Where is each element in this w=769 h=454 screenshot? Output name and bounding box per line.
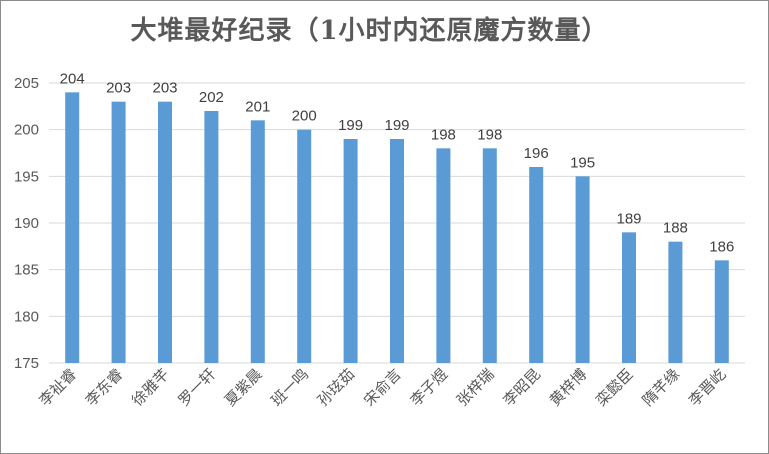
x-tick-label: 罗一轩 [175,365,220,410]
x-tick-label: 隋芊缘 [639,365,684,410]
bar [622,232,636,363]
y-tick-label: 205 [14,75,39,92]
x-tick-label: 徐雅芊 [128,365,173,410]
x-tick-label: 李东睿 [82,365,127,410]
data-label: 198 [431,126,456,143]
x-tick-label: 宋俞言 [360,365,405,410]
data-label: 198 [477,126,502,143]
x-tick-label: 孙玹茹 [314,365,359,410]
bar [297,129,312,363]
bar [714,260,729,363]
bar [111,101,126,364]
y-tick-label: 200 [14,122,39,139]
bar [529,167,544,363]
data-label: 196 [524,145,549,162]
bar [436,148,451,363]
y-tick-label: 175 [14,355,39,372]
bar [390,139,404,363]
y-tick-label: 180 [14,308,39,325]
bar [482,148,497,363]
bar [204,111,219,363]
chart-title: 大堆最好纪录（1小时内还原魔方数量） [130,16,609,46]
data-label: 199 [338,117,363,134]
bar [250,120,265,363]
x-tick-label: 张梓瑞 [453,365,498,410]
y-tick-label: 195 [14,168,39,185]
data-label: 204 [60,70,85,87]
x-tick-label: 李晋屹 [685,365,730,410]
data-label: 195 [570,154,595,171]
data-label: 186 [709,238,734,255]
x-tick-label: 李子煜 [407,365,452,410]
data-label: 199 [384,117,409,134]
data-label: 200 [292,108,317,125]
bar [158,101,172,364]
data-label: 203 [152,80,177,97]
data-label: 189 [616,210,641,227]
x-tick-label: 黄梓博 [546,365,591,410]
x-tick-label: 栾懿臣 [592,365,637,410]
x-tick-label: 夏紫晨 [221,365,266,410]
data-label: 201 [245,98,270,115]
y-tick-label: 190 [14,215,39,232]
data-label: 202 [199,89,224,106]
bar [65,92,80,363]
bar [343,139,358,363]
data-label: 188 [663,220,688,237]
x-tick-label: 李祉睿 [35,365,80,410]
data-label: 203 [106,80,131,97]
bar [668,241,683,363]
y-tick-label: 185 [14,262,39,279]
x-tick-label: 李昭昆 [499,365,544,410]
x-tick-label: 班一鸣 [267,365,312,410]
bar [575,176,590,363]
